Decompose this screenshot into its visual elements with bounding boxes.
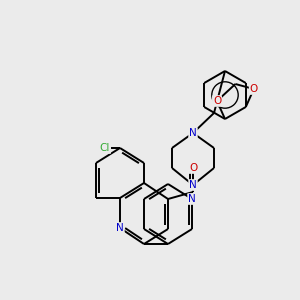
Text: N: N bbox=[189, 180, 197, 190]
Text: O: O bbox=[213, 96, 221, 106]
Text: N: N bbox=[189, 128, 197, 138]
Text: N: N bbox=[188, 194, 196, 204]
Text: Cl: Cl bbox=[100, 143, 110, 153]
Text: N: N bbox=[116, 223, 124, 233]
Text: O: O bbox=[189, 163, 197, 173]
Text: O: O bbox=[250, 84, 258, 94]
